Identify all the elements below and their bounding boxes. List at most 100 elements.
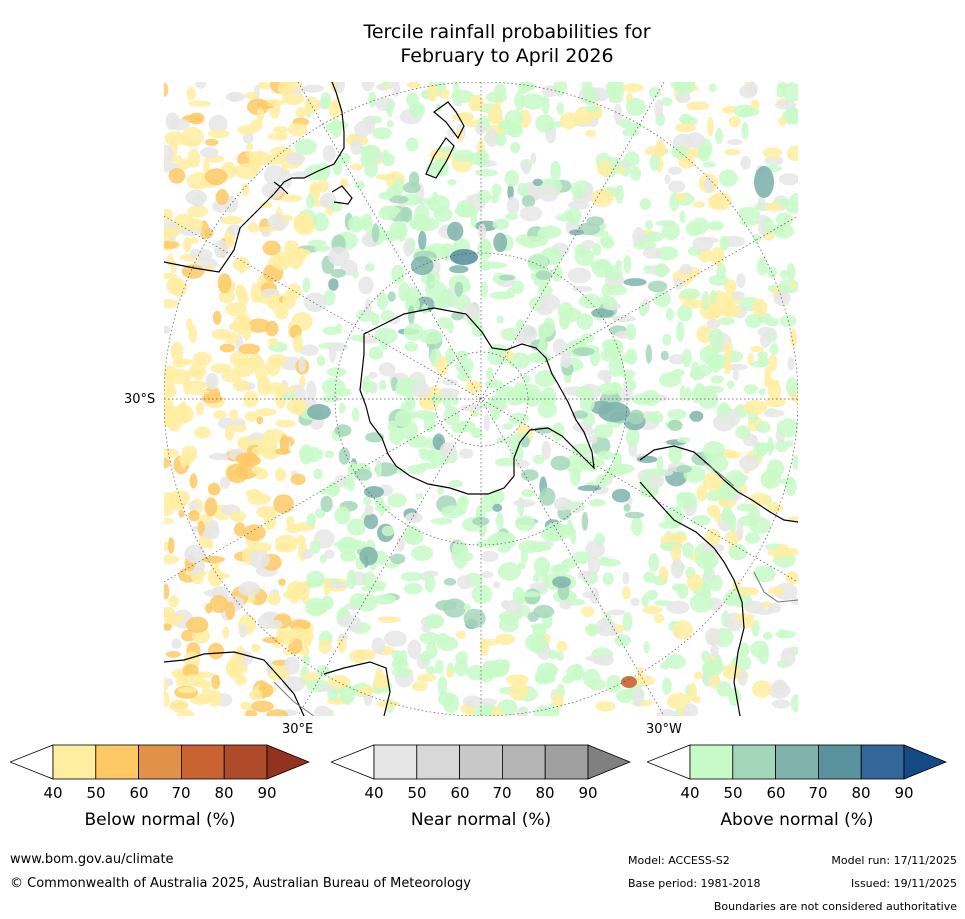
shading-patch xyxy=(304,96,320,114)
shading-patch xyxy=(447,127,456,139)
shading-patch xyxy=(321,378,346,397)
shading-patch xyxy=(521,591,541,598)
shading-patch xyxy=(195,82,207,89)
shading-patch xyxy=(185,189,208,206)
shading-patch xyxy=(263,165,285,185)
shading-patch xyxy=(573,503,581,514)
shading-patch xyxy=(588,499,606,507)
shading-patch xyxy=(419,329,443,345)
shading-patch xyxy=(407,639,422,660)
shading-patch xyxy=(207,129,230,139)
shading-patch xyxy=(289,626,305,639)
shading-patch xyxy=(675,123,697,133)
shading-patch xyxy=(579,293,602,309)
shading-patch xyxy=(302,277,311,293)
shading-patch xyxy=(267,591,281,606)
shading-patch xyxy=(658,521,682,529)
shading-patch xyxy=(472,705,496,716)
shading-patch xyxy=(164,385,177,397)
colorbar-swatch xyxy=(373,744,418,780)
shading-patch xyxy=(328,99,342,119)
shading-patch xyxy=(500,614,519,625)
shading-patch xyxy=(728,544,748,561)
shading-patch xyxy=(552,565,565,572)
south-america-coast-upper xyxy=(639,445,798,523)
shading-patch xyxy=(238,343,260,355)
shading-patch xyxy=(606,284,627,296)
shading-patch xyxy=(244,411,259,422)
shading-patch xyxy=(732,368,739,381)
shading-patch xyxy=(301,549,314,560)
shading-patch xyxy=(483,413,490,432)
colorbar-swatch xyxy=(180,744,225,780)
shading-patch xyxy=(723,279,737,294)
shading-patch xyxy=(186,318,193,331)
shading-patch xyxy=(666,692,691,710)
shading-patch xyxy=(544,522,568,542)
shading-patch xyxy=(743,384,758,395)
shading-patch xyxy=(357,686,375,696)
shading-patch xyxy=(442,379,459,386)
shading-patch xyxy=(532,573,541,583)
shading-patch xyxy=(787,357,795,371)
shading-patch xyxy=(674,505,682,516)
shading-patch xyxy=(411,545,434,561)
shading-patch xyxy=(778,628,786,639)
shading-patch xyxy=(538,543,552,551)
shading-patch xyxy=(433,297,445,310)
shading-patch xyxy=(676,583,689,599)
shading-patch xyxy=(705,490,726,502)
shading-patch xyxy=(222,626,230,639)
shading-patch xyxy=(370,312,380,326)
shading-patch xyxy=(187,205,209,218)
shading-patch xyxy=(696,484,708,502)
tick-label: 60 xyxy=(766,784,786,802)
shading-patch xyxy=(474,169,498,177)
shading-patch xyxy=(576,313,594,330)
shading-patch xyxy=(207,540,214,550)
shading-patch xyxy=(668,354,686,365)
shading-patch xyxy=(364,263,375,272)
shading-patch xyxy=(164,82,169,97)
shading-patch xyxy=(690,361,701,381)
shading-patch xyxy=(394,654,403,670)
shading-patch xyxy=(335,82,345,94)
shading-patch xyxy=(545,664,556,682)
shading-patch xyxy=(363,496,372,506)
shading-patch xyxy=(636,455,658,463)
shading-patch xyxy=(618,386,634,403)
shading-patch xyxy=(702,161,716,168)
shading-patch xyxy=(188,510,200,522)
shading-patch xyxy=(412,681,428,691)
shading-patch xyxy=(453,82,460,97)
shading-patch xyxy=(655,263,669,278)
shading-patch xyxy=(734,613,755,622)
shading-patch xyxy=(560,352,572,368)
shading-patch xyxy=(517,182,530,197)
shading-patch xyxy=(261,182,284,199)
shading-patch xyxy=(521,161,532,175)
shading-patch xyxy=(247,318,271,333)
shading-patch xyxy=(611,463,635,474)
shading-patch xyxy=(279,434,289,455)
colorbar-swatch xyxy=(544,744,589,780)
shading-patch xyxy=(274,542,297,553)
shading-patch xyxy=(320,495,333,513)
shading-patch xyxy=(381,525,395,537)
shading-patch xyxy=(577,485,602,492)
shading-patch xyxy=(272,251,292,271)
shading-patch xyxy=(591,308,614,318)
shading-patch xyxy=(435,659,444,675)
shading-patch xyxy=(257,435,278,455)
colorbar-below-normal-swatches xyxy=(8,744,311,780)
shading-patch xyxy=(670,543,682,563)
shading-patch xyxy=(676,492,698,509)
shading-patch xyxy=(791,596,798,606)
shading-patch xyxy=(213,410,227,420)
shading-patch xyxy=(363,513,379,530)
shading-patch xyxy=(281,215,293,222)
shading-patch xyxy=(240,701,252,711)
shading-patch xyxy=(592,243,602,257)
shading-patch xyxy=(164,227,180,239)
tick-label: 80 xyxy=(851,784,871,802)
